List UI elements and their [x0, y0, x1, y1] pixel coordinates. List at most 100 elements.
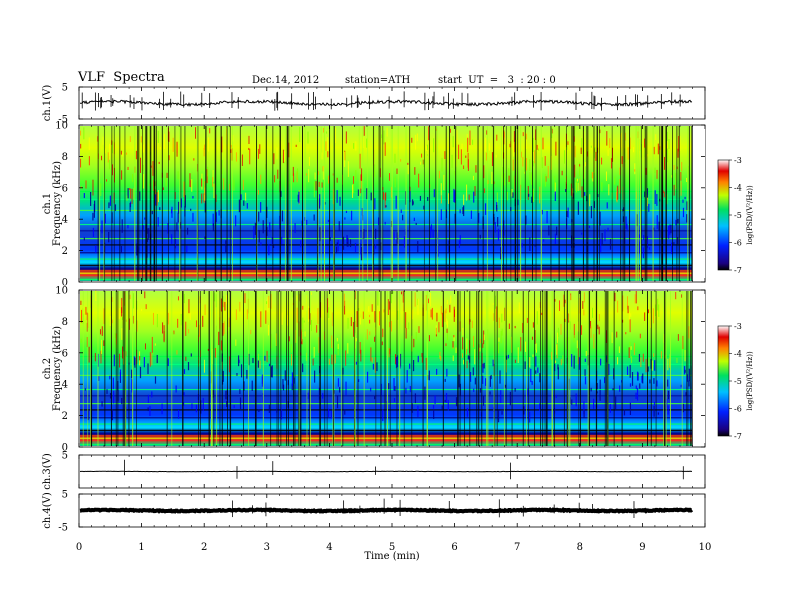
low-power-speck: [414, 393, 417, 404]
sferic-line: [97, 126, 99, 281]
sferic-line: [655, 291, 657, 446]
sferic-line: [663, 291, 664, 446]
low-power-speck: [445, 393, 448, 403]
high-freq-speck: [111, 164, 113, 176]
high-freq-speck: [631, 356, 633, 364]
high-freq-speck: [172, 137, 174, 152]
data-end-line: [691, 126, 693, 281]
low-power-speck: [270, 366, 272, 378]
sferic-line: [136, 291, 137, 446]
low-power-speck: [240, 194, 242, 200]
high-freq-speck: [590, 145, 592, 148]
sferic-line: [399, 291, 401, 446]
low-power-speck: [583, 410, 585, 418]
high-freq-speck: [532, 322, 534, 328]
high-freq-speck: [630, 346, 632, 350]
x-axis-label: Time (min): [364, 551, 419, 562]
sferic-line: [587, 126, 589, 281]
low-power-speck: [446, 368, 448, 377]
high-freq-speck: [454, 170, 456, 176]
sferic-line: [221, 291, 223, 446]
sferic-line: [358, 126, 360, 281]
high-freq-speck: [388, 347, 390, 358]
high-freq-speck: [582, 301, 584, 309]
sferic-line: [199, 291, 201, 446]
high-freq-speck: [570, 183, 572, 196]
high-freq-speck: [383, 309, 385, 313]
low-power-speck: [535, 356, 537, 367]
low-power-speck: [350, 210, 353, 221]
high-freq-speck: [541, 312, 543, 316]
high-freq-speck: [544, 173, 546, 187]
low-power-speck: [344, 409, 346, 415]
x-tick-label: 1: [138, 542, 144, 553]
spectral-band-line: [80, 395, 693, 397]
sferic-line: [294, 291, 296, 446]
high-freq-speck: [281, 312, 283, 325]
high-freq-speck: [195, 320, 197, 328]
high-freq-speck: [453, 335, 455, 338]
high-freq-speck: [157, 190, 159, 203]
high-freq-speck: [85, 180, 87, 189]
high-freq-speck: [482, 343, 484, 348]
high-freq-speck: [102, 136, 104, 145]
high-freq-speck: [122, 300, 124, 314]
low-power-speck: [281, 210, 284, 222]
high-freq-speck: [461, 143, 463, 154]
low-power-speck: [218, 210, 220, 216]
high-freq-speck: [223, 321, 225, 335]
low-power-speck: [668, 225, 670, 239]
x-tick-label: 2: [201, 542, 207, 553]
low-power-speck: [402, 214, 404, 221]
low-power-speck: [670, 242, 673, 255]
sferic-line: [342, 126, 344, 281]
low-power-speck: [177, 409, 180, 419]
high-freq-speck: [663, 191, 665, 198]
high-freq-speck: [122, 152, 124, 157]
sferic-line: [611, 126, 613, 281]
high-freq-speck: [283, 150, 285, 162]
sferic-line: [270, 291, 272, 446]
colorbar-label: log(PSD/(V²/Hz)): [746, 351, 754, 411]
sferic-line: [229, 126, 231, 281]
low-power-speck: [512, 192, 514, 198]
high-freq-speck: [484, 137, 486, 152]
low-power-speck: [92, 212, 94, 221]
sferic-line: [384, 291, 386, 446]
high-freq-speck: [533, 188, 535, 202]
high-freq-speck: [479, 339, 481, 344]
high-freq-speck: [542, 137, 544, 150]
low-power-speck: [631, 372, 634, 386]
high-freq-speck: [420, 161, 422, 165]
sferic-line: [82, 291, 84, 446]
low-power-speck: [374, 198, 376, 210]
sferic-line: [299, 291, 301, 446]
sferic-line: [326, 291, 328, 446]
high-freq-speck: [577, 348, 579, 365]
low-power-speck: [272, 245, 275, 249]
high-freq-speck: [140, 157, 142, 173]
sferic-line: [231, 126, 233, 281]
sferic-line: [373, 126, 375, 281]
low-power-speck: [412, 360, 415, 372]
high-freq-speck: [577, 321, 579, 332]
low-power-speck: [539, 403, 541, 411]
sferic-line: [229, 291, 231, 446]
low-power-speck: [346, 235, 348, 243]
spectral-band-line: [80, 374, 693, 376]
sferic-line: [286, 291, 288, 446]
high-freq-speck: [598, 314, 600, 322]
low-power-speck: [646, 236, 649, 249]
high-freq-speck: [99, 329, 101, 335]
high-freq-speck: [566, 139, 568, 150]
high-freq-speck: [539, 186, 541, 199]
high-freq-speck: [447, 320, 449, 328]
low-power-speck: [685, 392, 687, 396]
low-power-speck: [119, 369, 122, 380]
high-freq-speck: [561, 170, 563, 176]
low-power-speck: [639, 383, 641, 389]
high-freq-speck: [655, 134, 657, 141]
high-freq-speck: [448, 193, 450, 204]
high-freq-speck: [413, 338, 415, 348]
high-freq-speck: [589, 194, 591, 207]
